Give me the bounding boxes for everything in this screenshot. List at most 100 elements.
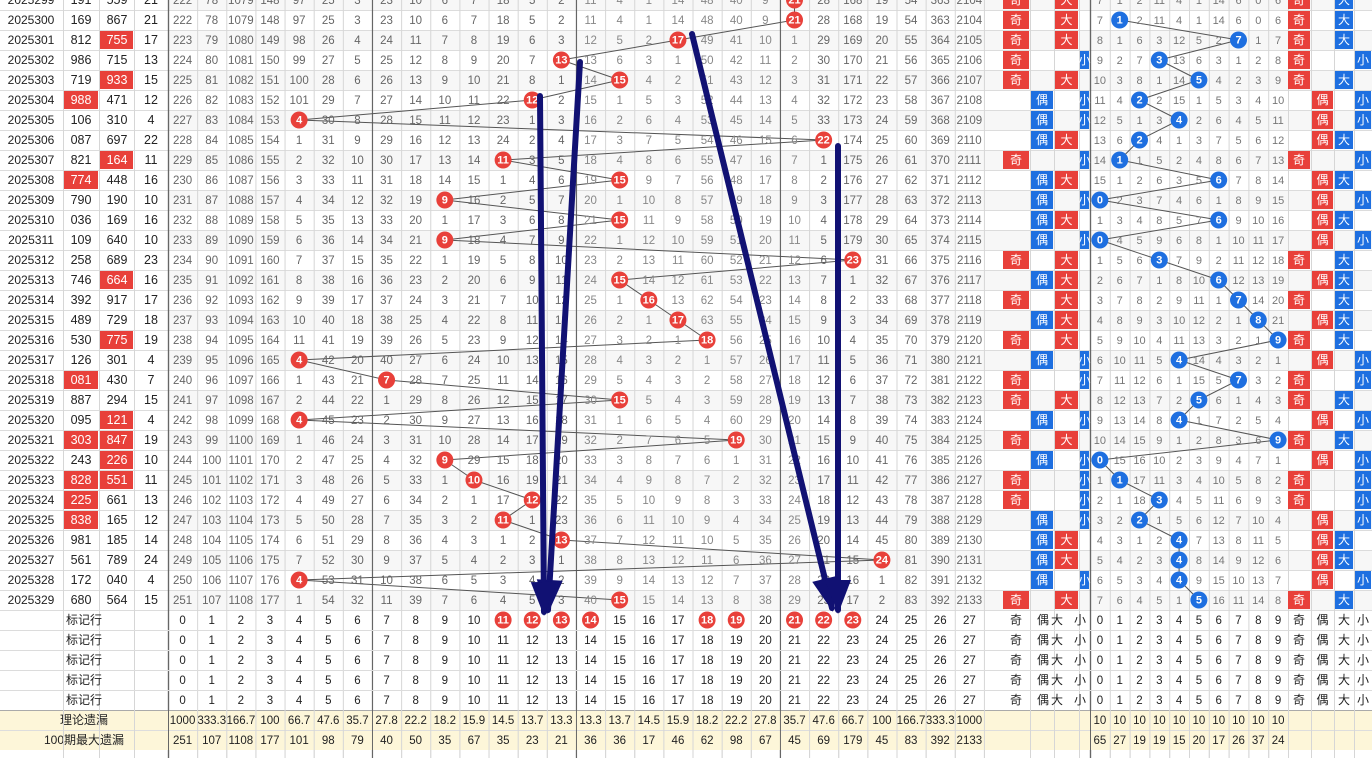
miss-count: 14 <box>642 275 655 287</box>
miss-count: 6 <box>296 235 302 247</box>
marker-oe: 奇 <box>1010 693 1022 707</box>
tail-hit-number: 2 <box>1136 95 1142 107</box>
miss-count: 1099 <box>228 415 254 427</box>
miss-count: 59 <box>905 115 918 127</box>
hz-hit-ball <box>786 11 804 29</box>
miss-count: 22 <box>817 575 830 587</box>
miss-count: 20 <box>876 35 889 47</box>
miss-count: 11 <box>789 235 801 247</box>
tail-miss: 3 <box>1156 315 1162 327</box>
tail-miss: 6 <box>1196 55 1202 67</box>
miss-count: 28 <box>817 15 830 27</box>
miss-count: 11 <box>439 115 451 127</box>
miss-count: 7 <box>442 595 448 607</box>
miss-count: 372 <box>931 195 950 207</box>
marker-number: 5 <box>325 655 331 667</box>
tail-hit-number: 9 <box>1275 335 1281 347</box>
marker-number: 7 <box>383 695 389 707</box>
tail-miss: 1 <box>1196 95 1202 107</box>
miss-count: 15 <box>351 255 364 267</box>
miss-count: 44 <box>322 395 335 407</box>
tail-oe-tag: 偶 <box>1316 233 1328 247</box>
miss-count: 17 <box>351 295 364 307</box>
max-value: 36 <box>613 735 626 747</box>
marker-number: 0 <box>179 655 185 667</box>
miss-count: 23 <box>876 95 889 107</box>
tail-miss: 3 <box>1196 455 1202 467</box>
tail-miss: 4 <box>1176 15 1182 27</box>
miss-count: 17 <box>526 435 539 447</box>
miss-count: 66 <box>905 255 918 267</box>
miss-count: 72 <box>905 375 918 387</box>
tail-miss: 6 <box>1235 15 1241 27</box>
marker-number: 9 <box>442 635 448 647</box>
tail-oe-tag: 奇 <box>1293 73 1305 87</box>
miss-count: 45 <box>322 415 335 427</box>
draw-number: 169 <box>71 13 92 27</box>
miss-count: 25 <box>468 375 481 387</box>
miss-count: 54 <box>905 0 918 7</box>
miss-count: 13 <box>584 55 597 67</box>
miss-count: 16 <box>468 195 481 207</box>
miss-count: 380 <box>931 355 950 367</box>
miss-count: 2 <box>296 155 302 167</box>
miss-count: 7 <box>471 15 477 27</box>
miss-count: 174 <box>843 135 863 147</box>
miss-count: 43 <box>730 75 743 87</box>
sum-value: 17 <box>144 33 158 47</box>
miss-count: 54 <box>905 15 918 27</box>
draw-number: 106 <box>71 113 92 127</box>
miss-count: 1 <box>500 535 506 547</box>
odd-even-tag: 偶 <box>1036 513 1048 527</box>
hz-hit-ball <box>523 491 541 509</box>
hz-hit-ball <box>494 151 512 169</box>
issue-number: 2025312 <box>8 253 55 267</box>
tail-miss: 1 <box>1216 295 1222 307</box>
miss-count: 89 <box>205 235 218 247</box>
miss-count: 15 <box>642 595 655 607</box>
issue-number: 2025316 <box>8 333 55 347</box>
miss-count: 3 <box>529 155 535 167</box>
miss-count: 38 <box>584 555 597 567</box>
miss-count: 25 <box>584 295 597 307</box>
marker-number: 11 <box>497 675 509 687</box>
tail-miss: 7 <box>1235 515 1241 527</box>
tail-miss: 4 <box>1255 95 1261 107</box>
hz-hit-ball <box>611 271 629 289</box>
miss-count: 4 <box>296 195 303 207</box>
tail-miss: 6 <box>1136 255 1142 267</box>
miss-count: 12 <box>672 555 685 567</box>
issue-number: 2025300 <box>8 13 55 27</box>
tail-miss: 3 <box>1097 515 1103 527</box>
marker-number: 6 <box>354 635 360 647</box>
miss-count: 14 <box>672 15 685 27</box>
tail-miss: 9 <box>1156 235 1162 247</box>
tail-miss: 2 <box>1176 455 1182 467</box>
tail-miss: 6 <box>1255 135 1261 147</box>
test-number: 165 <box>107 513 128 527</box>
miss-count: 5 <box>616 495 622 507</box>
miss-count: 7 <box>471 0 477 7</box>
miss-count: 1 <box>646 15 652 27</box>
test-number: 697 <box>107 133 128 147</box>
miss-count: 25 <box>876 135 889 147</box>
miss-count: 13 <box>438 155 451 167</box>
tail-miss: 3 <box>1275 395 1281 407</box>
marker-number: 22 <box>817 635 830 647</box>
tail-miss: 14 <box>1173 75 1185 87</box>
theory-value: 13.7 <box>608 715 630 727</box>
hz-hit-ball <box>669 31 687 49</box>
tail-miss: 15 <box>1114 455 1126 467</box>
miss-count: 24 <box>497 135 510 147</box>
marker-number: 13 <box>555 655 568 667</box>
tail-miss: 10 <box>1094 75 1106 87</box>
miss-count: 33 <box>584 455 597 467</box>
test-number: 917 <box>107 293 128 307</box>
odd-even-tag: 偶 <box>1036 113 1048 127</box>
miss-count: 24 <box>788 495 801 507</box>
max-value: 107 <box>202 735 221 747</box>
miss-count: 29 <box>380 135 393 147</box>
marker-oe: 偶 <box>1037 613 1049 627</box>
marker-hit: 13 <box>555 615 567 627</box>
miss-count: 7 <box>616 535 622 547</box>
